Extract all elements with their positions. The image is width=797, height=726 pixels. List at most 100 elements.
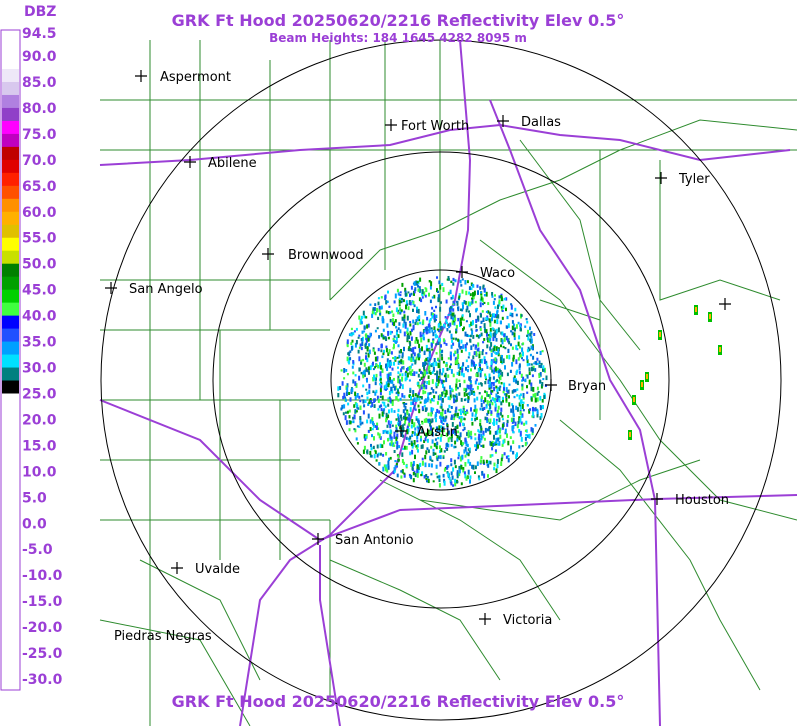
echo [361,330,364,334]
echo [467,459,470,464]
city-marker [655,172,667,184]
echo [410,442,413,447]
echo [496,399,499,403]
echo [520,314,523,317]
echo [411,434,414,437]
echo [456,470,459,474]
echo [397,414,400,420]
echo [519,354,522,358]
echo [540,362,543,366]
echo [501,426,504,430]
echo [522,397,525,400]
echo [387,420,390,425]
echo [530,335,533,339]
echo [393,469,396,473]
echo [425,362,428,365]
echo [520,415,523,419]
echo [385,412,388,417]
echo [488,426,491,429]
echo [431,306,434,310]
echo [409,330,412,336]
echo [388,390,391,396]
echo [424,326,427,331]
echo [440,353,443,357]
echo [501,355,503,360]
echo [341,404,344,409]
echo [485,377,487,381]
echo [479,425,482,429]
echo [391,367,394,371]
echo [462,328,464,332]
echo [378,405,381,409]
echo [456,371,459,376]
echo [489,406,492,409]
echo [432,362,435,367]
echo [390,436,393,441]
echo [402,447,405,450]
echo [381,401,384,404]
echo [420,376,423,381]
echo [374,312,377,316]
echo [403,319,406,324]
city-label: Piedras Negras [114,629,212,644]
echo [358,356,361,362]
echo [451,475,454,480]
echo [413,352,416,357]
echo [494,397,497,401]
echo [488,460,491,465]
echo [454,410,457,413]
legend-label: 45.0 [22,283,57,299]
echo [373,351,376,355]
echo [469,376,472,379]
echo [484,381,487,385]
echo [460,397,463,402]
echo [488,394,491,399]
echo [421,296,424,299]
echo [464,280,467,285]
echo [515,405,518,411]
echo [411,372,414,376]
echo [539,406,542,411]
echo [449,308,452,312]
echo [401,376,404,382]
echo [459,432,462,438]
echo [464,347,467,352]
echo [540,384,543,389]
echo [479,459,482,464]
echo [448,367,451,371]
echo [465,388,467,393]
echo [437,294,440,299]
echo [478,440,481,446]
echo [401,384,404,390]
echo [375,363,378,367]
echo [435,472,438,475]
echo [493,386,496,392]
echo [508,402,511,407]
echo [454,482,457,487]
echo [512,323,515,327]
color-step [2,315,19,330]
echo [358,367,361,372]
city-marker [105,282,117,294]
echo [438,280,441,285]
echo [415,397,418,402]
echo [464,411,467,414]
echo [456,358,459,364]
echo [520,437,523,442]
echo [522,342,525,345]
city-label: Dallas [521,115,561,130]
echo [397,334,400,338]
echo [463,471,466,475]
echo [489,313,492,318]
echo [486,317,489,321]
echo [374,366,377,369]
echo [460,321,462,326]
echo [405,300,408,304]
echo [377,452,380,456]
echo [514,421,517,427]
echo [492,336,495,342]
echo [456,424,459,429]
echo [393,335,396,338]
echo [510,445,512,450]
echo [434,333,437,339]
